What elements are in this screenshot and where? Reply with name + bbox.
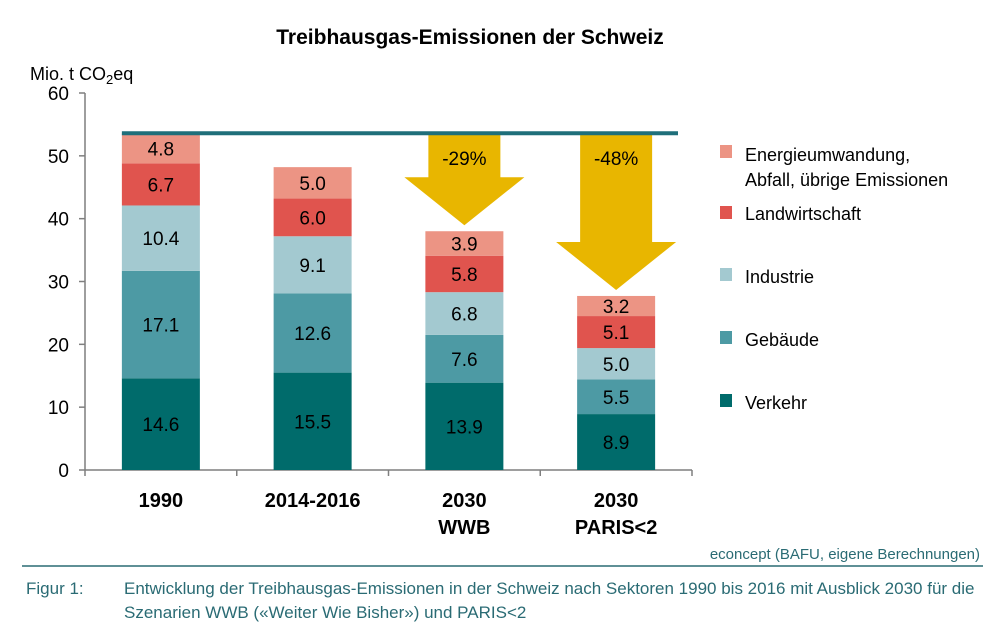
x-category-label: PARIS<2 [575, 517, 657, 539]
legend-label: Landwirtschaft [745, 204, 861, 224]
bar-value-label: 12.6 [294, 324, 331, 345]
legend-label: Energieumwandung, [745, 145, 910, 165]
bar-segment [425, 231, 504, 256]
legend-swatch [720, 145, 732, 158]
legend-swatch [720, 331, 732, 344]
bar-value-label: 9.1 [299, 256, 325, 277]
bar-segment [273, 236, 352, 294]
bar-segment [425, 334, 504, 383]
bar-value-label: 13.9 [446, 417, 483, 438]
bar-segment [121, 205, 200, 271]
legend-label: Abfall, übrige Emissionen [745, 170, 948, 190]
y-tick-label: 30 [48, 273, 69, 294]
figure-label: Figur 1: [26, 579, 84, 598]
bar-segment [577, 414, 656, 470]
bar-segment [577, 295, 656, 317]
bar-value-label: 4.8 [148, 139, 174, 160]
bar-segment [577, 316, 656, 349]
bar-segment [273, 198, 352, 237]
bar-segment [121, 133, 200, 164]
bar-segment [121, 270, 200, 379]
y-unit-part-3: eq [113, 64, 133, 84]
x-category-label: WWB [438, 517, 490, 539]
bar-value-label: 8.9 [603, 433, 629, 454]
bar-segment [273, 293, 352, 373]
bar-value-label: 6.7 [148, 175, 174, 196]
bar-segment [425, 292, 504, 335]
bar-value-label: 17.1 [142, 316, 179, 337]
bar-value-label: 7.6 [451, 350, 477, 371]
emissions-chart: Treibhausgas-Emissionen der Schweiz Mio.… [22, 26, 983, 567]
y-unit-subscript: 2 [106, 72, 113, 87]
x-category-label: 2030 [594, 490, 639, 512]
bar-value-label: 3.2 [603, 297, 629, 318]
bar-value-label: 5.0 [299, 174, 325, 195]
y-tick-label: 60 [48, 84, 69, 105]
figure-caption-text: Entwicklung der Treibhausgas-Emissionen … [124, 579, 975, 622]
legend-swatch [720, 206, 732, 219]
bar-segment [425, 382, 504, 470]
bar-value-label: 6.0 [299, 208, 325, 229]
y-tick-label: 0 [58, 461, 69, 482]
y-tick-label: 10 [48, 398, 69, 419]
bar-segment [577, 348, 656, 380]
bar-value-label: 5.1 [603, 323, 629, 344]
bar-value-label: 5.8 [451, 265, 477, 286]
bar-segment [121, 378, 200, 470]
x-category-label: 1990 [139, 490, 184, 512]
bar-value-label: 6.8 [451, 305, 477, 326]
y-tick-label: 40 [48, 210, 69, 231]
x-category-label: 2030 [442, 490, 487, 512]
source-note: econcept (BAFU, eigene Berechnungen) [710, 546, 980, 563]
x-category-label: 2014-2016 [265, 490, 361, 512]
reduction-arrow [556, 133, 677, 290]
bar-segment [577, 379, 656, 415]
bar-value-label: 5.0 [603, 355, 629, 376]
y-unit-part-1: Mio. t CO [30, 64, 106, 84]
reduction-arrow [404, 133, 525, 226]
y-axis-unit-label: Mio. t CO2eq [30, 64, 133, 87]
bar-value-label: 14.6 [142, 415, 179, 436]
bar-value-label: 10.4 [142, 229, 179, 250]
legend: Energieumwandung, Abfall, übrige Emission… [720, 145, 948, 413]
bar-value-label: 5.5 [603, 388, 629, 409]
legend-swatch [720, 268, 732, 281]
y-tick-label: 50 [48, 147, 69, 168]
legend-label: Verkehr [745, 393, 807, 413]
chart-title: Treibhausgas-Emissionen der Schweiz [276, 26, 663, 49]
legend-label: Industrie [745, 267, 814, 287]
bar-value-label: 15.5 [294, 412, 331, 433]
legend-swatch [720, 394, 732, 407]
bar-segment [121, 163, 200, 206]
y-tick-label: 20 [48, 335, 69, 356]
reduction-arrow-label: -29% [442, 149, 486, 170]
bar-segment [273, 372, 352, 470]
bar-value-label: 3.9 [451, 234, 477, 255]
plot-area: 010203040506014.617.110.46.74.8199015.51… [48, 84, 693, 539]
reduction-arrow-label: -48% [594, 149, 638, 170]
legend-label: Gebäude [745, 330, 819, 350]
bar-segment [425, 255, 504, 293]
bar-segment [273, 167, 352, 199]
